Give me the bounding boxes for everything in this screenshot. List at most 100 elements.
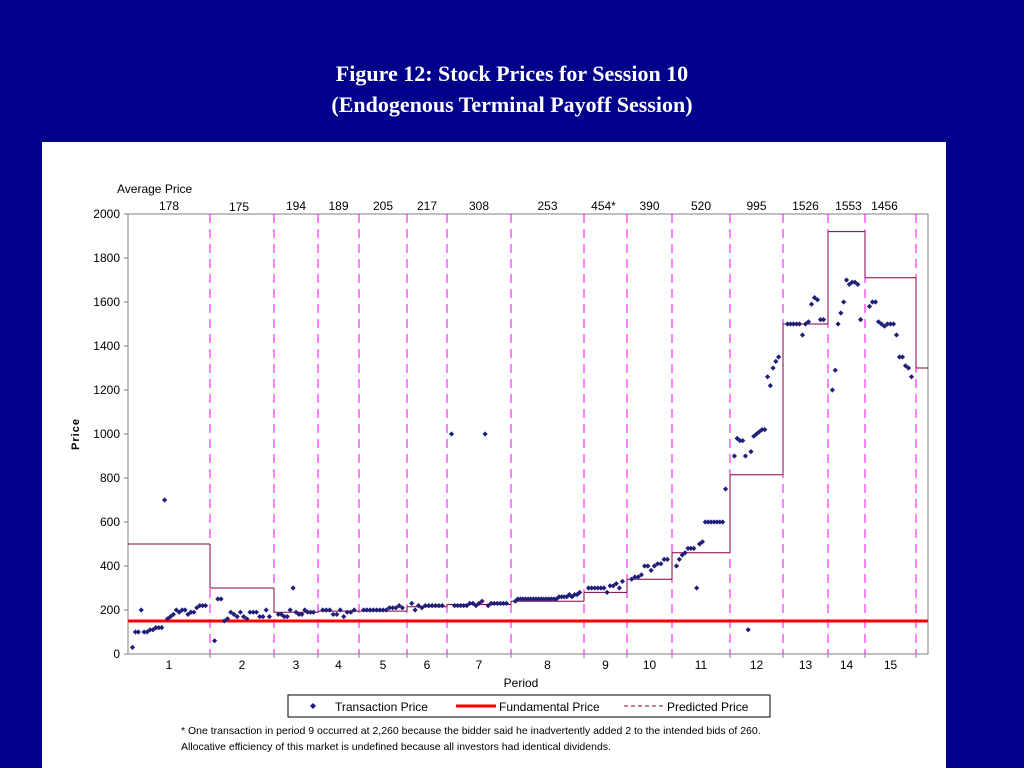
transaction-point: [170, 611, 176, 617]
transaction-point: [494, 600, 500, 606]
transaction-point: [147, 627, 153, 633]
transaction-point: [455, 603, 461, 609]
transaction-point: [759, 427, 765, 433]
transaction-point: [764, 374, 771, 380]
transaction-point: [202, 603, 209, 609]
transaction-point: [711, 519, 717, 525]
period-dividers: [209, 214, 917, 654]
transaction-point: [869, 299, 876, 305]
transaction-point: [412, 607, 418, 613]
transaction-point: [676, 556, 682, 562]
transaction-point: [893, 332, 900, 338]
transaction-point: [182, 607, 188, 613]
average-price-label: 1456: [871, 199, 898, 213]
x-tick-label: 3: [293, 658, 300, 672]
x-tick-label: 10: [643, 658, 657, 672]
average-price-label: 995: [746, 199, 766, 213]
transaction-point: [566, 592, 573, 598]
transaction-point: [215, 596, 221, 602]
transaction-point: [740, 438, 746, 444]
x-tick-label: 4: [335, 658, 342, 672]
transaction-point: [337, 607, 343, 613]
transaction-point: [564, 594, 570, 600]
footnote-2: Allocative efficiency of this market is …: [181, 741, 611, 753]
average-price-labels: Average Price 178 175 194 189 205 217 308 253 45…: [117, 182, 898, 214]
transaction-point: [702, 519, 708, 525]
title-line-1: Figure 12: Stock Prices for Session 10: [335, 61, 689, 86]
average-price-label: 178: [159, 199, 179, 213]
transaction-point: [330, 611, 336, 617]
transaction-point: [651, 563, 657, 569]
transaction-point: [390, 605, 396, 611]
transaction-point: [467, 600, 473, 606]
transaction-point: [348, 609, 354, 615]
transaction-point: [673, 563, 680, 569]
transaction-point: [284, 614, 290, 620]
transaction-point: [745, 627, 751, 633]
transaction-point: [648, 567, 654, 573]
transaction-point: [351, 607, 357, 613]
transaction-point: [720, 519, 726, 525]
transaction-point: [383, 607, 389, 613]
transaction-point: [742, 453, 749, 459]
transaction-point: [607, 583, 613, 589]
transaction-point: [482, 431, 488, 437]
transaction-point: [878, 321, 885, 327]
transaction-point: [386, 605, 393, 611]
x-tick-label: 5: [380, 658, 387, 672]
transaction-point: [308, 609, 314, 615]
transaction-point: [685, 545, 691, 551]
transaction-point: [429, 603, 435, 609]
y-tick-label: 200: [100, 603, 120, 617]
transaction-point: [167, 614, 174, 620]
transaction-point: [327, 607, 333, 613]
transaction-point: [908, 374, 915, 380]
transaction-point: [129, 644, 136, 650]
transaction-point: [299, 611, 305, 617]
transaction-point: [635, 574, 641, 580]
transaction-point: [866, 303, 873, 309]
x-tick-label: 6: [424, 658, 431, 672]
y-tick-label: 0: [113, 647, 120, 661]
transaction-point: [224, 616, 231, 622]
transaction-point: [717, 519, 723, 525]
transaction-point: [658, 561, 664, 567]
transaction-point: [448, 431, 455, 437]
transaction-point: [601, 585, 607, 591]
x-tick-label: 7: [476, 658, 483, 672]
transaction-point: [393, 605, 399, 611]
transaction-point: [512, 598, 518, 604]
transaction-point: [476, 600, 482, 606]
transaction-point: [188, 609, 194, 615]
transaction-point: [305, 609, 311, 615]
transaction-point: [485, 603, 491, 609]
transaction-point: [592, 585, 598, 591]
transaction-point: [176, 609, 182, 615]
transaction-point: [218, 596, 224, 602]
x-tick-label: 1: [166, 658, 173, 672]
transaction-point: [370, 607, 376, 613]
transaction-point: [722, 486, 729, 492]
transaction-point: [451, 603, 458, 609]
transaction-point: [814, 297, 821, 303]
y-tick-label: 1400: [93, 339, 120, 353]
transaction-points: [129, 277, 915, 650]
transaction-point: [661, 556, 667, 562]
transaction-point: [439, 603, 445, 609]
transaction-point: [141, 629, 147, 635]
y-tick-label: 1600: [93, 295, 120, 309]
x-tick-label: 14: [840, 658, 854, 672]
transaction-point: [773, 358, 779, 364]
x-tick-label: 11: [695, 658, 708, 672]
transaction-point: [234, 614, 240, 620]
transaction-point: [852, 279, 858, 285]
transaction-point: [843, 277, 850, 283]
transaction-point: [221, 618, 227, 624]
transaction-point: [770, 365, 776, 371]
average-price-label: 194: [286, 199, 306, 213]
x-tick-label: 13: [799, 658, 813, 672]
transaction-point: [887, 321, 894, 327]
transaction-point: [838, 310, 844, 316]
transaction-point: [734, 435, 740, 441]
transaction-point: [461, 603, 467, 609]
